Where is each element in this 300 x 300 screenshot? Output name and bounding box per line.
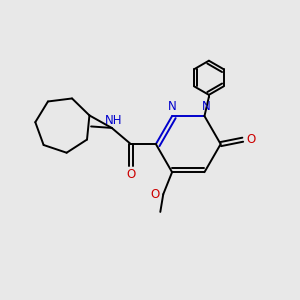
Text: O: O (150, 188, 160, 201)
Text: NH: NH (105, 114, 123, 127)
Text: N: N (202, 100, 210, 113)
Text: O: O (246, 133, 256, 146)
Text: O: O (126, 168, 136, 181)
Text: N: N (168, 100, 176, 113)
